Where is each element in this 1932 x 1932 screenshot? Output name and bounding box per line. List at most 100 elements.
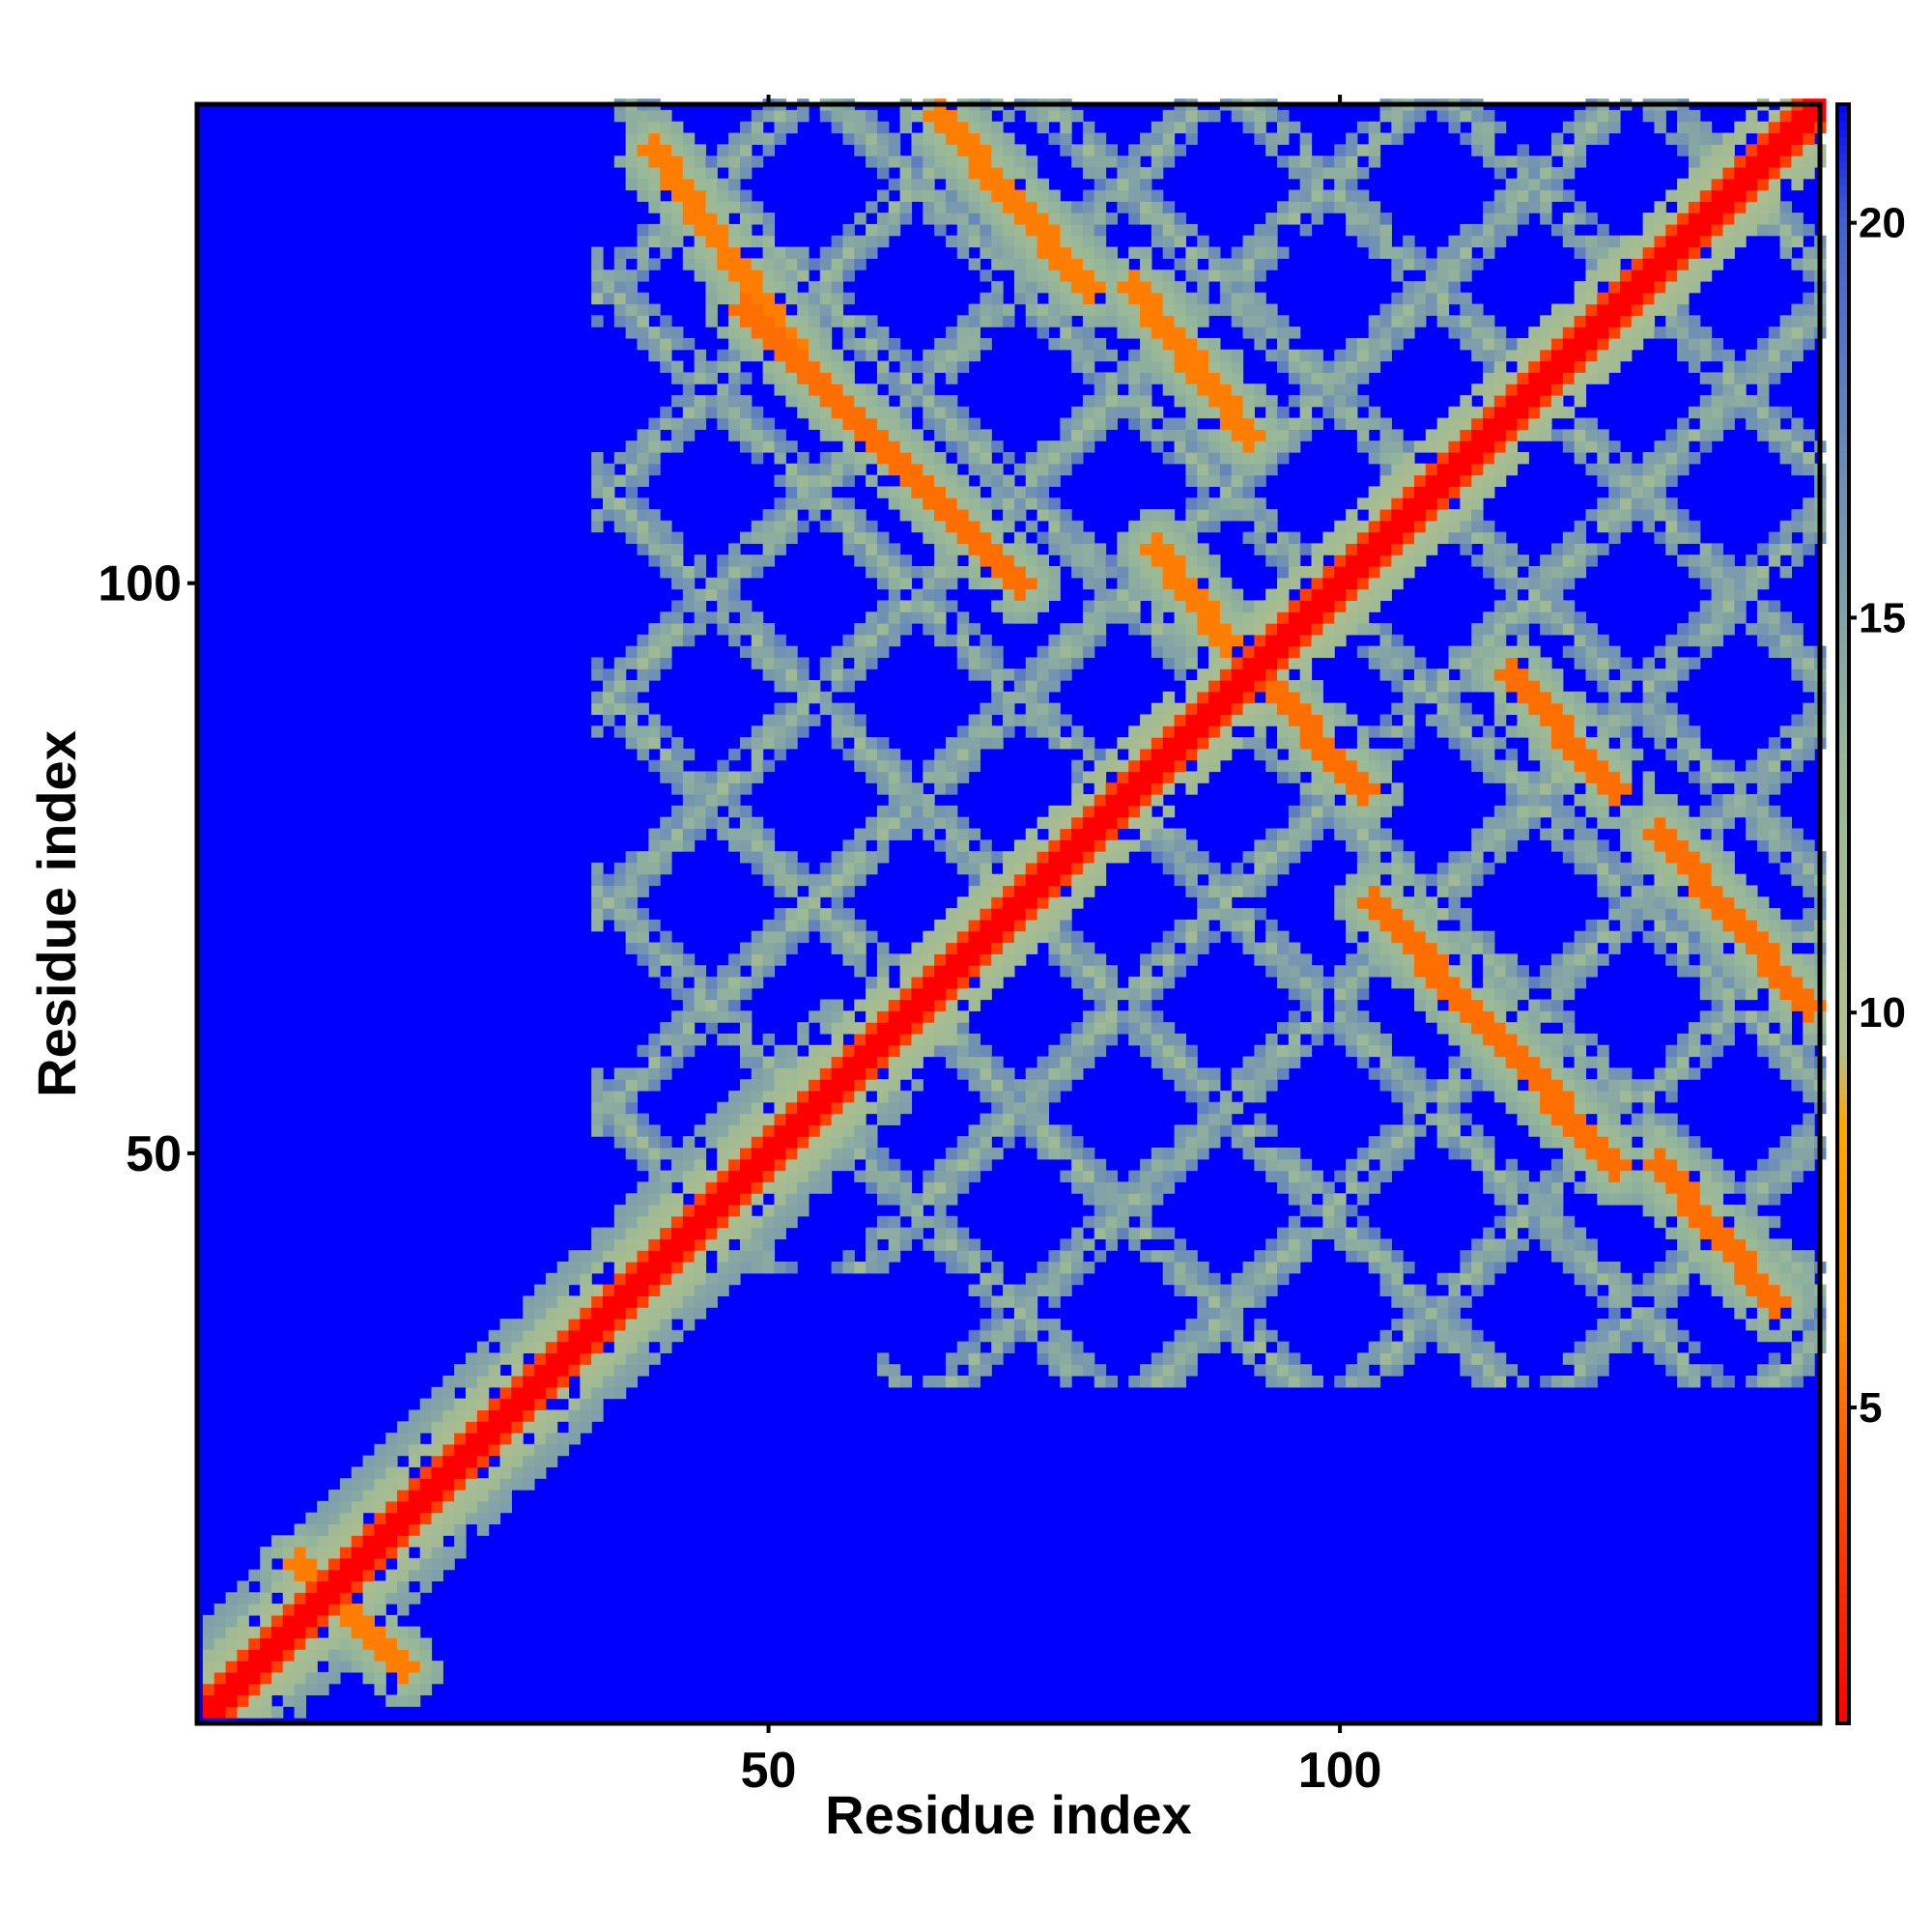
heatmap-cell	[556, 1329, 570, 1343]
heatmap-cell	[762, 360, 776, 373]
heatmap-cell	[956, 1376, 970, 1388]
heatmap-cell	[1003, 725, 1015, 738]
heatmap-cell	[1346, 1033, 1358, 1046]
heatmap-cell	[1151, 1352, 1164, 1365]
heatmap-cell	[1265, 109, 1278, 123]
heatmap-cell	[374, 1557, 386, 1571]
heatmap-cell	[591, 474, 604, 487]
heatmap-cell	[1060, 623, 1072, 636]
heatmap-cell	[294, 1569, 306, 1582]
heatmap-cell	[1048, 839, 1061, 852]
heatmap-cell	[831, 451, 844, 465]
heatmap-cell	[1140, 725, 1152, 738]
heatmap-cell	[625, 520, 639, 533]
heatmap-cell	[1414, 315, 1427, 327]
heatmap-cell	[899, 1022, 913, 1035]
heatmap-cell	[1174, 1158, 1186, 1172]
heatmap-cell	[808, 1101, 821, 1115]
heatmap-cell	[774, 702, 786, 716]
heatmap-cell	[991, 896, 1004, 909]
heatmap-cell	[728, 828, 741, 840]
heatmap-cell	[739, 417, 753, 430]
heatmap-cell	[660, 1319, 672, 1331]
heatmap-cell	[876, 486, 890, 498]
heatmap-cell	[1071, 1056, 1084, 1068]
heatmap-cell	[466, 1478, 478, 1491]
heatmap-cell	[442, 1512, 455, 1525]
heatmap-cell	[945, 497, 958, 510]
heatmap-cell	[991, 1352, 1004, 1365]
heatmap-cell	[1185, 611, 1198, 624]
heatmap-cell	[762, 965, 776, 978]
heatmap-cell	[670, 566, 684, 579]
heatmap-cell	[682, 1010, 696, 1023]
heatmap-cell	[488, 1443, 501, 1457]
heatmap-cell	[648, 759, 661, 773]
heatmap-cell	[762, 953, 776, 966]
heatmap-cell	[1071, 1147, 1084, 1160]
heatmap-cell	[237, 1706, 249, 1719]
heatmap-cell	[1219, 1113, 1233, 1125]
heatmap-cell	[956, 531, 970, 545]
heatmap-cell	[648, 349, 661, 362]
heatmap-cell	[1299, 668, 1313, 681]
heatmap-cell	[991, 657, 1004, 669]
heatmap-cell	[1265, 1272, 1278, 1286]
heatmap-cell	[419, 1421, 433, 1434]
heatmap-cell	[648, 223, 661, 237]
heatmap-cell	[1391, 782, 1404, 795]
heatmap-cell	[1162, 942, 1176, 954]
heatmap-cell	[968, 1158, 981, 1172]
heatmap-cell	[1242, 1295, 1255, 1308]
heatmap-cell	[705, 406, 718, 419]
heatmap-cell	[476, 1523, 490, 1536]
heatmap-cell	[899, 1090, 913, 1103]
heatmap-cell	[660, 748, 672, 761]
heatmap-cell	[1219, 919, 1233, 932]
heatmap-cell	[831, 668, 844, 681]
heatmap-cell	[980, 337, 992, 351]
heatmap-cell	[1105, 611, 1118, 624]
heatmap-cell	[202, 1683, 215, 1696]
heatmap-cell	[911, 497, 923, 510]
heatmap-cell	[1299, 372, 1313, 384]
heatmap-cell	[1254, 600, 1266, 612]
heatmap-cell	[1403, 714, 1415, 726]
heatmap-cell	[1277, 1341, 1290, 1354]
heatmap-cell	[603, 1079, 615, 1092]
heatmap-cell	[1140, 588, 1152, 602]
heatmap-cell	[1185, 429, 1198, 441]
heatmap-cell	[648, 429, 661, 441]
heatmap-cell	[934, 223, 947, 237]
heatmap-cell	[1334, 623, 1347, 636]
heatmap-cell	[328, 1535, 341, 1548]
heatmap-cell	[603, 896, 615, 909]
heatmap-cell	[1356, 805, 1370, 818]
heatmap-cell	[1071, 235, 1084, 248]
heatmap-cell	[980, 189, 992, 202]
heatmap-cell	[762, 873, 776, 887]
heatmap-cell	[1346, 759, 1358, 773]
heatmap-cell	[294, 1671, 306, 1685]
heatmap-cell	[705, 189, 718, 202]
heatmap-cell	[866, 1124, 878, 1137]
heatmap-cell	[1368, 315, 1381, 327]
heatmap-cell	[1151, 759, 1164, 773]
heatmap-cell	[1425, 691, 1438, 704]
heatmap-cell	[1403, 680, 1415, 693]
heatmap-cell	[1208, 1329, 1221, 1343]
heatmap-cell	[1003, 201, 1015, 213]
heatmap-cell	[1346, 1227, 1358, 1239]
heatmap-cell	[1060, 657, 1072, 669]
heatmap-cell	[751, 406, 764, 419]
heatmap-cell	[968, 213, 981, 225]
heatmap-cell	[739, 1238, 753, 1251]
heatmap-cell	[956, 1181, 970, 1194]
heatmap-cell	[1140, 965, 1152, 978]
heatmap-cell	[842, 634, 855, 647]
heatmap-cell	[1082, 315, 1095, 327]
heatmap-cell	[911, 509, 923, 522]
heatmap-cell	[739, 406, 753, 419]
heatmap-cell	[397, 1535, 410, 1548]
heatmap-cell	[1368, 360, 1381, 373]
